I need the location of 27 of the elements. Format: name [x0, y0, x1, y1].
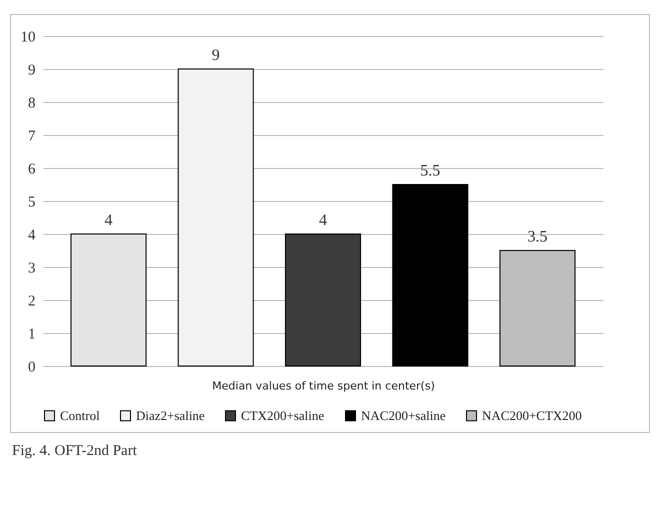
data-label: 3.5	[527, 228, 548, 246]
y-tick-label: 7	[28, 128, 36, 144]
data-label: 9	[212, 47, 220, 64]
bar	[70, 234, 147, 366]
y-tick-label: 9	[28, 62, 36, 78]
bar	[178, 68, 254, 366]
x-axis-title: Median values of time spent in center(s)	[212, 380, 435, 392]
y-tick-label: 2	[28, 294, 36, 310]
y-tick-label: 8	[28, 96, 36, 112]
y-tick-label: 1	[28, 326, 36, 342]
data-label: 4	[104, 212, 113, 229]
y-tick-label: 4	[28, 228, 36, 244]
legend-label: Control	[60, 408, 100, 423]
data-label: 5.5	[420, 162, 440, 180]
y-tick-label: 0	[28, 360, 36, 376]
bar	[392, 184, 468, 366]
legend-label: NAC200+CTX200	[482, 408, 582, 423]
data-label: 4	[319, 212, 327, 229]
y-tick-label: 3	[28, 260, 36, 276]
y-tick-label: 6	[28, 162, 36, 178]
y-tick-label: 10	[20, 30, 36, 46]
caption: Fig. 4. OFT-2nd Part	[12, 443, 138, 460]
legend-label: NAC200+saline	[361, 408, 446, 423]
legend-label: Diaz2+saline	[136, 408, 205, 423]
bar	[284, 234, 362, 366]
legend-label: CTX200+saline	[241, 408, 324, 423]
y-tick-label: 5	[28, 194, 36, 210]
